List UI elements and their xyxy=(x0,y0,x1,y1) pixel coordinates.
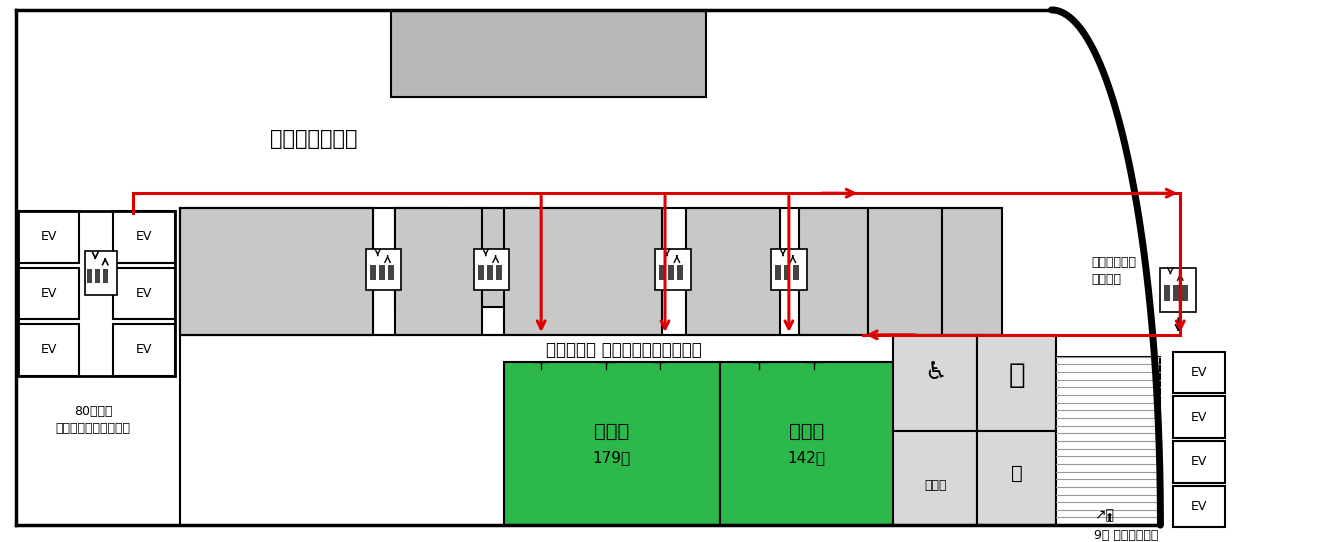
Bar xyxy=(942,208,1002,335)
Bar xyxy=(17,268,79,319)
Text: １号室: １号室 xyxy=(788,422,824,441)
Bar xyxy=(114,268,175,319)
Bar xyxy=(504,362,720,525)
Bar xyxy=(775,264,782,280)
Bar xyxy=(370,264,375,280)
Bar xyxy=(799,208,868,335)
Bar xyxy=(1173,352,1225,393)
Bar xyxy=(1173,441,1225,482)
Text: ⬆: ⬆ xyxy=(1105,513,1114,523)
Bar xyxy=(394,208,482,335)
Bar xyxy=(771,249,807,291)
Bar xyxy=(1173,286,1180,301)
Bar xyxy=(892,335,977,431)
Bar xyxy=(1173,396,1225,438)
Text: EV: EV xyxy=(1190,500,1208,513)
Bar xyxy=(496,264,501,280)
Bar xyxy=(95,268,100,283)
Text: EV: EV xyxy=(1190,411,1208,424)
Text: EV: EV xyxy=(136,343,152,356)
Bar xyxy=(470,208,521,307)
Bar xyxy=(655,249,691,291)
Bar xyxy=(504,208,663,335)
Bar xyxy=(179,208,1042,335)
Bar xyxy=(16,10,1051,525)
Text: EV: EV xyxy=(1190,366,1208,379)
Text: 梅田サウス カンファレンスルーム: 梅田サウス カンファレンスルーム xyxy=(546,341,701,359)
Bar xyxy=(114,324,175,376)
Bar xyxy=(521,208,636,307)
Bar xyxy=(659,264,665,280)
Bar xyxy=(87,268,92,283)
Text: EV: EV xyxy=(40,287,57,300)
Bar xyxy=(114,211,175,262)
Bar xyxy=(17,211,175,376)
Bar xyxy=(792,264,799,280)
Text: EV: EV xyxy=(136,230,152,243)
Text: 80人乗り: 80人乗り xyxy=(73,405,112,418)
Text: 🚹: 🚹 xyxy=(1009,360,1025,389)
Bar xyxy=(179,208,373,335)
Bar xyxy=(1173,486,1225,527)
Bar xyxy=(977,335,1057,431)
Text: EV: EV xyxy=(40,230,57,243)
Text: 179㎡: 179㎡ xyxy=(592,450,631,465)
Bar xyxy=(977,431,1057,525)
Text: オフィスロビー: オフィスロビー xyxy=(270,128,357,149)
Text: ２号室: ２号室 xyxy=(595,422,629,441)
Text: 142㎡: 142㎡ xyxy=(787,450,826,465)
Bar xyxy=(366,249,401,291)
Text: EV: EV xyxy=(40,343,57,356)
Bar xyxy=(677,264,683,280)
Text: ♿: ♿ xyxy=(925,359,947,384)
Bar xyxy=(1165,286,1170,301)
Bar xyxy=(1182,286,1188,301)
Bar xyxy=(390,10,705,97)
Text: 警備室: 警備室 xyxy=(925,479,947,492)
Text: EV: EV xyxy=(1190,455,1208,468)
Text: 🚭: 🚭 xyxy=(1011,464,1022,483)
Bar xyxy=(1057,357,1161,525)
Text: シャトルエレベーター: シャトルエレベーター xyxy=(56,422,131,435)
Bar xyxy=(668,264,673,280)
Bar xyxy=(103,268,108,283)
Bar xyxy=(387,264,394,280)
Bar xyxy=(868,208,942,335)
Bar xyxy=(892,431,977,525)
Bar xyxy=(86,251,118,295)
Bar xyxy=(17,211,79,262)
Bar xyxy=(378,264,385,280)
Text: ↗🧍: ↗🧍 xyxy=(1094,508,1114,522)
Bar xyxy=(1161,268,1196,312)
Text: 直通１基: 直通１基 xyxy=(1092,273,1121,286)
Bar xyxy=(474,249,509,291)
Bar xyxy=(179,208,373,335)
Bar xyxy=(394,208,446,307)
Bar xyxy=(486,264,493,280)
Bar xyxy=(784,264,790,280)
Bar xyxy=(17,324,79,376)
Bar xyxy=(720,362,892,525)
Bar xyxy=(478,264,484,280)
Text: EV: EV xyxy=(136,287,152,300)
Text: 各階停止３基: 各階停止３基 xyxy=(1092,256,1136,269)
Bar xyxy=(685,208,780,335)
Text: 9階 阪神梅田本店: 9階 阪神梅田本店 xyxy=(1094,528,1158,541)
